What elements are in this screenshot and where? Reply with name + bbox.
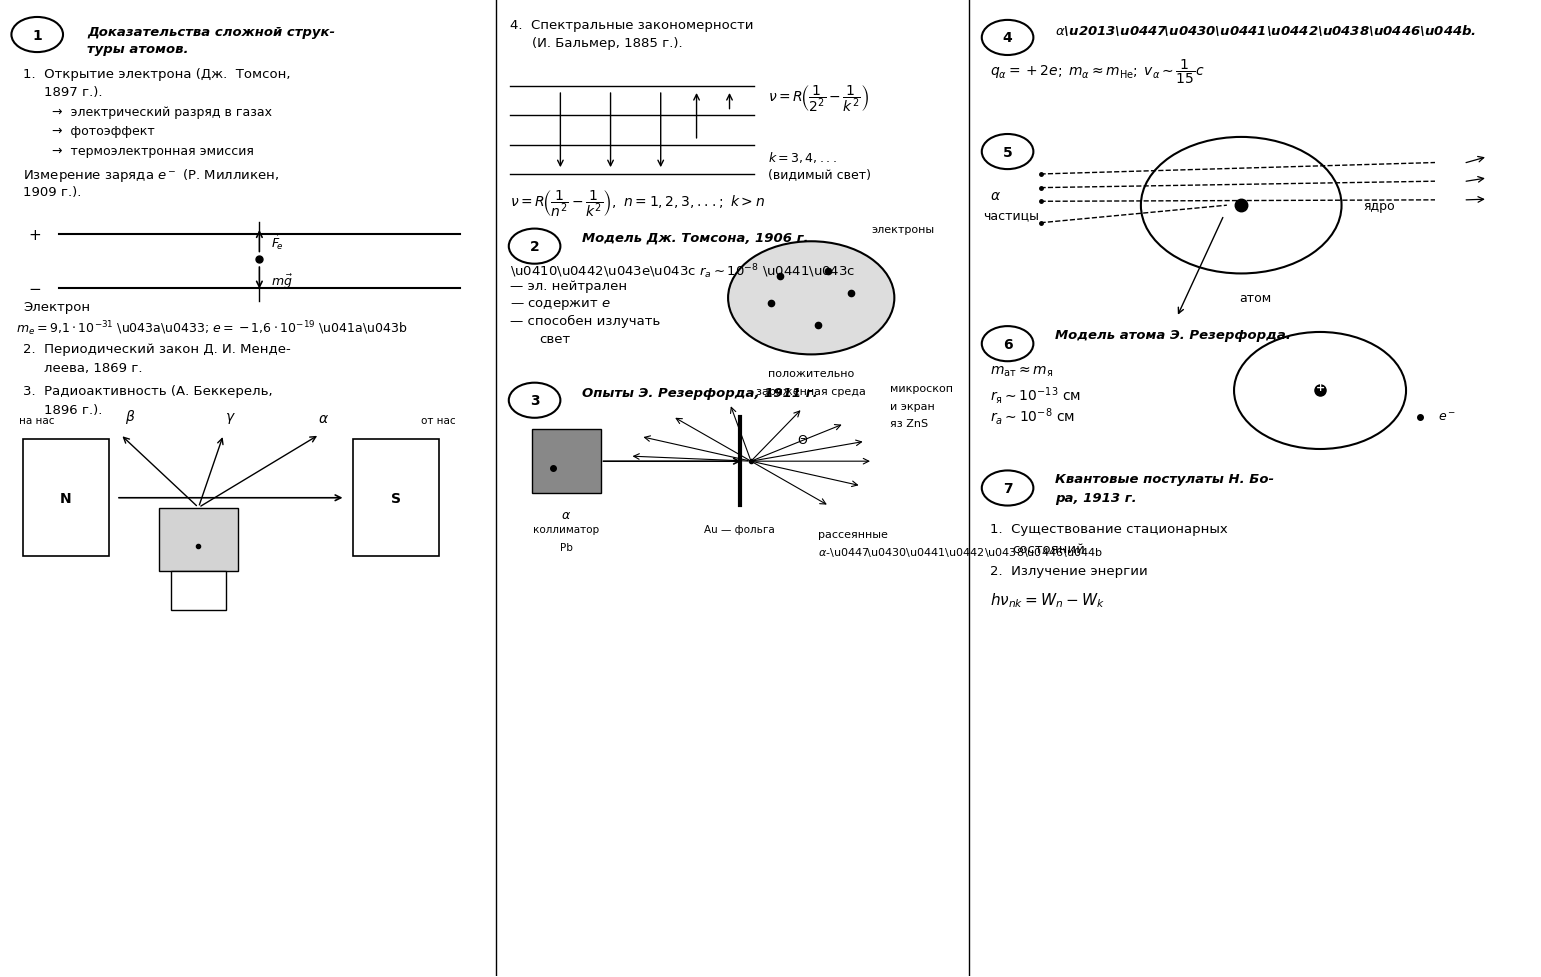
Text: $\nu = R\!\left(\dfrac{1}{2^2} - \dfrac{1}{k^2}\right)$: $\nu = R\!\left(\dfrac{1}{2^2} - \dfrac{… — [769, 83, 869, 114]
Text: заряженная среда: заряженная среда — [757, 386, 866, 397]
Text: S: S — [390, 491, 401, 505]
Text: коллиматор: коллиматор — [533, 525, 599, 534]
Text: 1909 г.).: 1909 г.). — [23, 186, 82, 198]
Text: $k = 3, 4, ...$: $k = 3, 4, ...$ — [769, 149, 837, 165]
Text: →  электрический разряд в газах: → электрический разряд в газах — [51, 106, 271, 118]
Text: $m_{\mathrm{ат}} \approx m_\mathrm{я}$: $m_{\mathrm{ат}} \approx m_\mathrm{я}$ — [991, 363, 1054, 378]
Text: Электрон: Электрон — [23, 301, 89, 314]
Text: на нас: на нас — [20, 415, 55, 425]
Text: 5: 5 — [1003, 146, 1012, 159]
Text: 1896 г.).: 1896 г.). — [45, 404, 103, 417]
Text: Au — фольга: Au — фольга — [704, 525, 775, 534]
Text: 1.  Открытие электрона (Дж.  Томсон,: 1. Открытие электрона (Дж. Томсон, — [23, 67, 290, 81]
Text: 1: 1 — [32, 28, 42, 42]
Text: →  термоэлектронная эмиссия: → термоэлектронная эмиссия — [51, 145, 253, 157]
Text: $e^-$: $e^-$ — [1438, 411, 1456, 424]
Text: 2.  Периодический закон Д. И. Менде-: 2. Периодический закон Д. И. Менде- — [23, 342, 291, 356]
Text: +: + — [1316, 382, 1325, 392]
Text: ра, 1913 г.: ра, 1913 г. — [1056, 491, 1137, 505]
Text: свет: свет — [539, 332, 570, 346]
Text: (видимый свет): (видимый свет) — [769, 168, 871, 182]
Text: Доказательства сложной струк-: Доказательства сложной струк- — [88, 25, 336, 39]
Text: леева, 1869 г.: леева, 1869 г. — [45, 361, 143, 375]
Text: 4.  Спектральные закономерности: 4. Спектральные закономерности — [510, 19, 754, 32]
Text: 2: 2 — [530, 240, 539, 254]
Text: — способен излучать: — способен излучать — [510, 316, 661, 328]
Bar — [353, 440, 439, 557]
Text: микроскоп: микроскоп — [891, 384, 952, 394]
Text: $\alpha$-\u0447\u0430\u0441\u0442\u0438\u0446\u044b: $\alpha$-\u0447\u0430\u0441\u0442\u0438\… — [818, 546, 1103, 559]
Bar — [532, 430, 601, 493]
Text: 2.  Излучение энергии: 2. Излучение энергии — [991, 565, 1148, 577]
Text: рассеянные: рассеянные — [818, 530, 888, 539]
Text: \u0410\u0442\u043e\u043c $r_a \sim 10^{-8}$ \u0441\u043c: \u0410\u0442\u043e\u043c $r_a \sim 10^{-… — [510, 263, 855, 281]
Text: 7: 7 — [1003, 482, 1012, 495]
Text: Квантовые постулаты Н. Бо-: Квантовые постулаты Н. Бо- — [1056, 472, 1274, 486]
Text: 6: 6 — [1003, 337, 1012, 352]
Text: 1897 г.).: 1897 г.). — [45, 86, 103, 99]
Text: 4: 4 — [1003, 31, 1012, 45]
Text: $\alpha$\u2013\u0447\u0430\u0441\u0442\u0438\u0446\u044b.: $\alpha$\u2013\u0447\u0430\u0441\u0442\u… — [1056, 23, 1476, 38]
Text: 1.  Существование стационарных: 1. Существование стационарных — [991, 523, 1228, 535]
Text: 3: 3 — [530, 394, 539, 407]
Text: $m\vec{g}$: $m\vec{g}$ — [271, 273, 293, 290]
Text: $r_a \sim 10^{-8}$ см: $r_a \sim 10^{-8}$ см — [991, 405, 1076, 427]
Text: $h\nu_{nk} = W_n - W_k$: $h\nu_{nk} = W_n - W_k$ — [991, 591, 1105, 610]
Text: (И. Бальмер, 1885 г.).: (И. Бальмер, 1885 г.). — [532, 37, 683, 51]
Text: $\alpha$: $\alpha$ — [319, 411, 330, 425]
Text: +: + — [29, 228, 42, 242]
Text: частицы: частицы — [983, 209, 1039, 222]
Text: $r_\mathrm{я} \sim 10^{-13}$ см: $r_\mathrm{я} \sim 10^{-13}$ см — [991, 384, 1082, 405]
Text: электроны: электроны — [871, 226, 934, 235]
Text: Модель Дж. Томсона, 1906 г.: Модель Дж. Томсона, 1906 г. — [582, 232, 809, 244]
Text: Измерение заряда $e^-$ (Р. Милликен,: Измерение заряда $e^-$ (Р. Милликен, — [23, 167, 279, 184]
Text: $\nu = R\!\left(\dfrac{1}{n^2} - \dfrac{1}{k^2}\right),\ n = 1, 2, 3, ...;\ k > : $\nu = R\!\left(\dfrac{1}{n^2} - \dfrac{… — [510, 188, 766, 219]
Text: положительно: положительно — [767, 368, 854, 379]
Bar — [159, 508, 237, 572]
Text: $\beta$: $\beta$ — [125, 407, 136, 425]
Text: $q_\alpha = +2e;\; m_\alpha \approx m_{\mathrm{He}};\; v_\alpha \sim \dfrac{1}{1: $q_\alpha = +2e;\; m_\alpha \approx m_{\… — [991, 58, 1205, 86]
Text: →  фотоэффект: → фотоэффект — [51, 125, 154, 138]
Text: Модель атома Э. Резерфорда.: Модель атома Э. Резерфорда. — [1056, 329, 1291, 342]
Text: — содержит $e$: — содержит $e$ — [510, 298, 610, 312]
Text: Опыты Э. Резерфорда, 1911 г.: Опыты Э. Резерфорда, 1911 г. — [582, 387, 818, 400]
Text: яз ZnS: яз ZnS — [891, 419, 928, 429]
Text: Pb: Pb — [559, 542, 573, 552]
Text: $m_e = 9{,}1 \cdot 10^{-31}$ \u043a\u0433; $e = -1{,}6 \cdot 10^{-19}$ \u041a\u0: $m_e = 9{,}1 \cdot 10^{-31}$ \u043a\u043… — [15, 319, 407, 338]
Text: атом: атом — [1239, 292, 1271, 305]
Circle shape — [727, 242, 894, 355]
Text: ядро: ядро — [1364, 199, 1395, 212]
Text: состояний: состояний — [1012, 542, 1085, 555]
Bar — [23, 440, 109, 557]
Text: $\Theta$: $\Theta$ — [797, 434, 807, 446]
Text: $\alpha$: $\alpha$ — [561, 508, 572, 521]
Text: туры атомов.: туры атомов. — [88, 43, 190, 57]
Text: $\alpha$: $\alpha$ — [991, 189, 1002, 202]
Text: и экран: и экран — [891, 402, 935, 411]
Text: $\gamma$: $\gamma$ — [225, 410, 236, 425]
Text: N: N — [60, 491, 72, 505]
Text: — эл. нейтрален: — эл. нейтрален — [510, 280, 627, 293]
Text: $\vec{F}_{\!e}$: $\vec{F}_{\!e}$ — [271, 233, 284, 252]
Text: от нас: от нас — [421, 415, 456, 425]
Text: 3.  Радиоактивность (А. Беккерель,: 3. Радиоактивность (А. Беккерель, — [23, 384, 273, 398]
Text: −: − — [29, 281, 42, 296]
Bar — [171, 572, 227, 611]
